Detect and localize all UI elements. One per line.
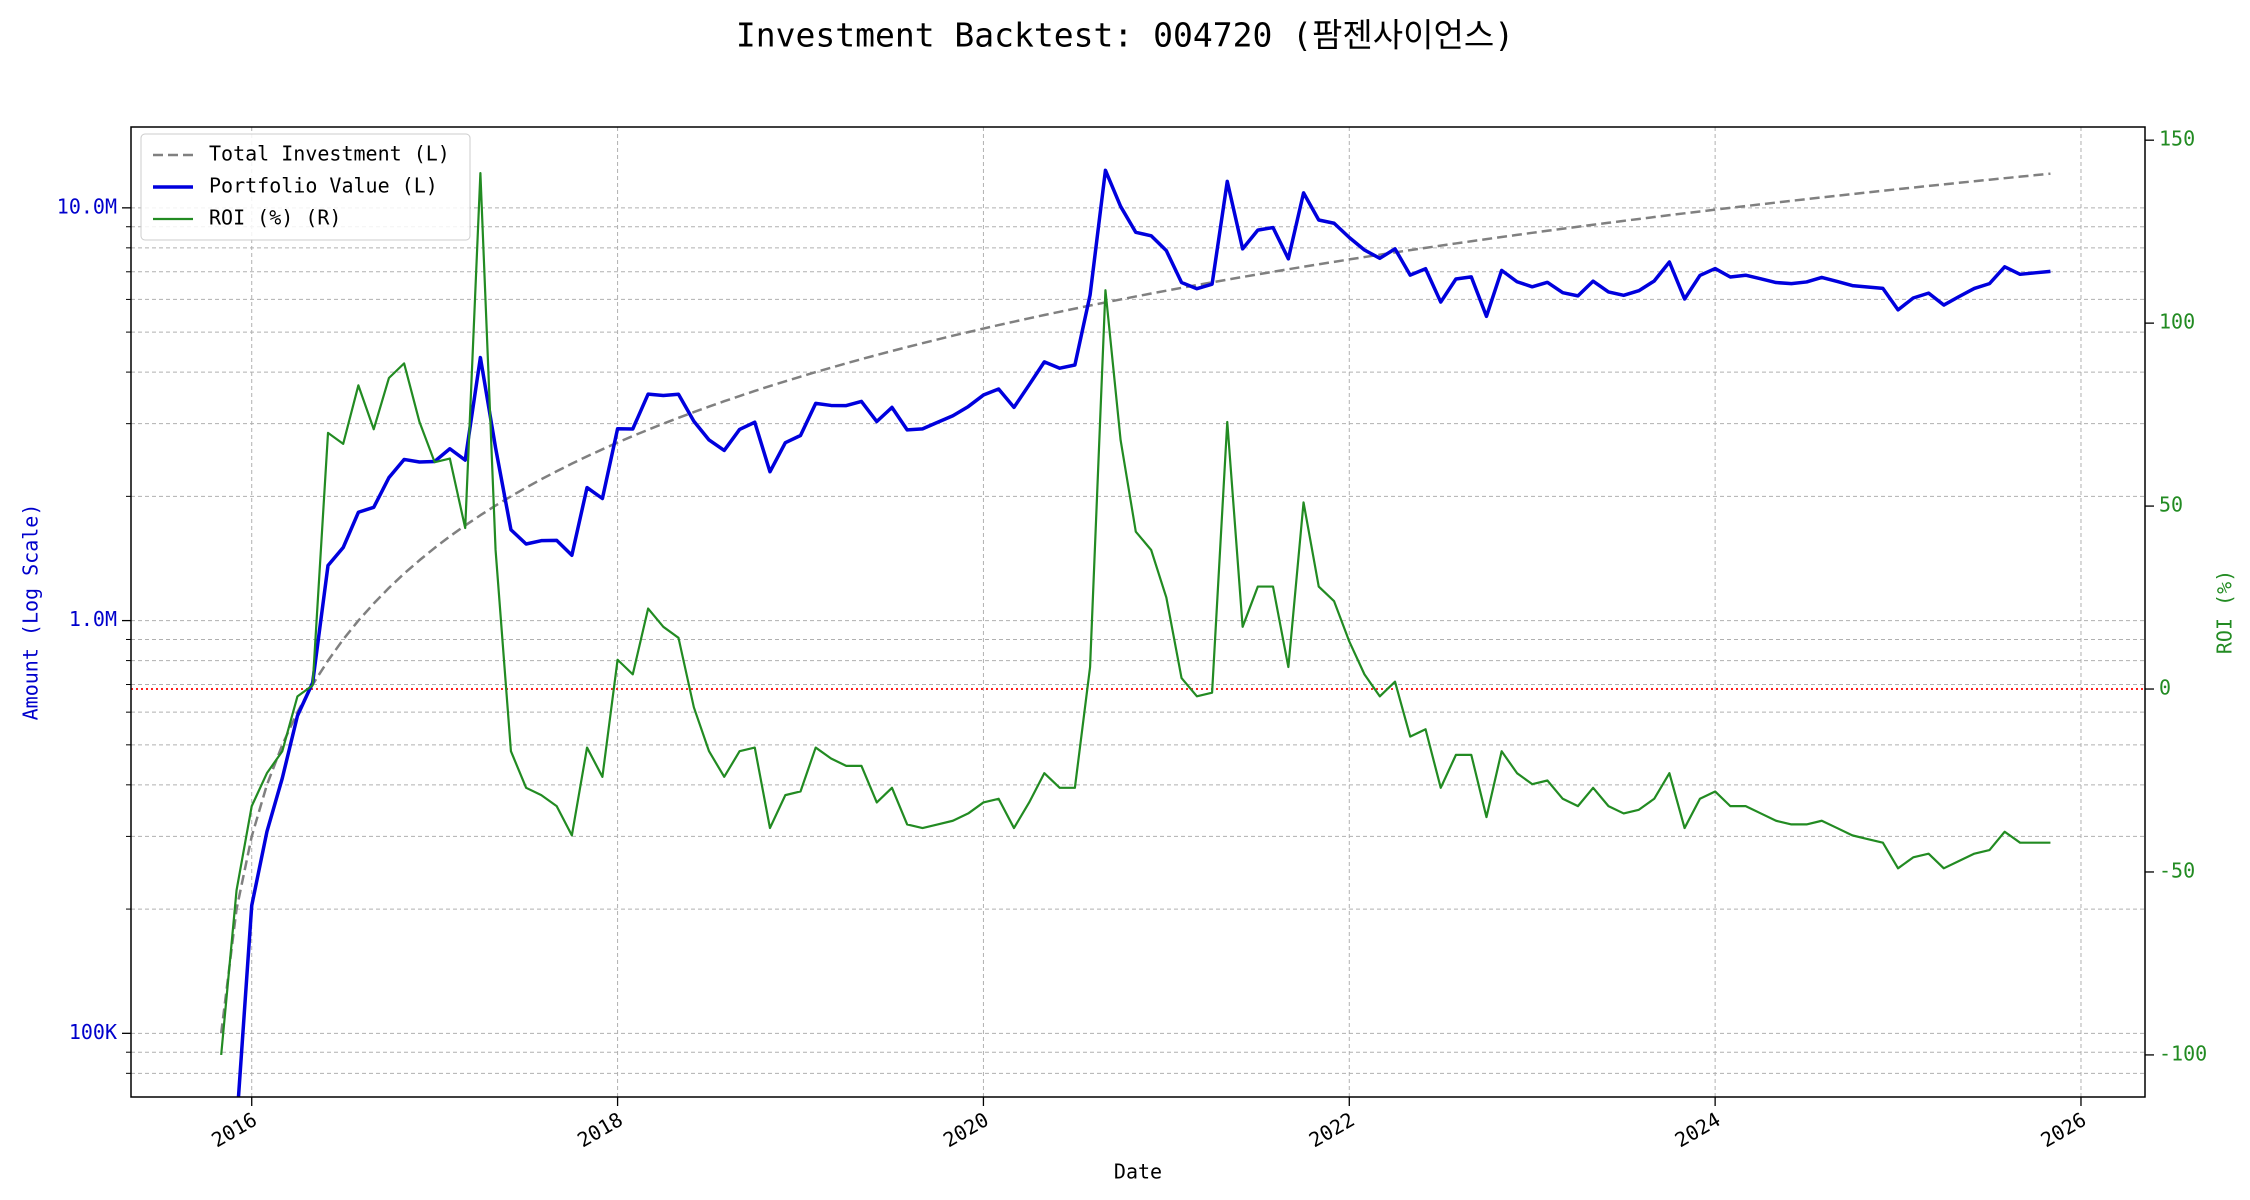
x-tick-label: 2020	[939, 1107, 993, 1152]
x-tick-label: 2016	[207, 1107, 261, 1152]
x-tick-label: 2026	[2037, 1107, 2091, 1152]
y-tick-label: 10.0M	[57, 194, 117, 218]
plot-frame	[130, 126, 2146, 1098]
chart-title: Investment Backtest: 004720 (팜젠사이언스)	[736, 16, 1514, 55]
x-tick-label: 2018	[573, 1107, 627, 1152]
y-axis-label: Amount (Log Scale)	[19, 504, 43, 721]
plot-area	[219, 168, 2051, 1097]
legend-label: Portfolio Value (L)	[209, 174, 438, 198]
y-tick-label: 1.0M	[69, 607, 117, 631]
y-tick-label: 100K	[69, 1020, 117, 1044]
x-tick-label: 2022	[1305, 1107, 1359, 1152]
series-line	[219, 172, 2051, 1034]
y2-tick-label: 0	[2159, 676, 2171, 700]
x-axis-label: Date	[1114, 1160, 1162, 1184]
y2-tick-label: -100	[2159, 1041, 2207, 1065]
legend-box	[140, 133, 471, 241]
y2-tick-label: 150	[2159, 127, 2195, 151]
y2-axis-label: ROI (%)	[2213, 570, 2237, 654]
legend-label: ROI (%) (R)	[209, 206, 341, 230]
y2-tick-label: 50	[2159, 493, 2183, 517]
series-line	[220, 172, 2051, 1056]
y2-tick-label: -50	[2159, 858, 2195, 882]
y2-tick-label: 100	[2159, 310, 2195, 334]
x-tick-label: 2024	[1671, 1107, 1725, 1152]
legend-label: Total Investment (L)	[209, 142, 450, 166]
series-line	[236, 168, 2051, 1097]
